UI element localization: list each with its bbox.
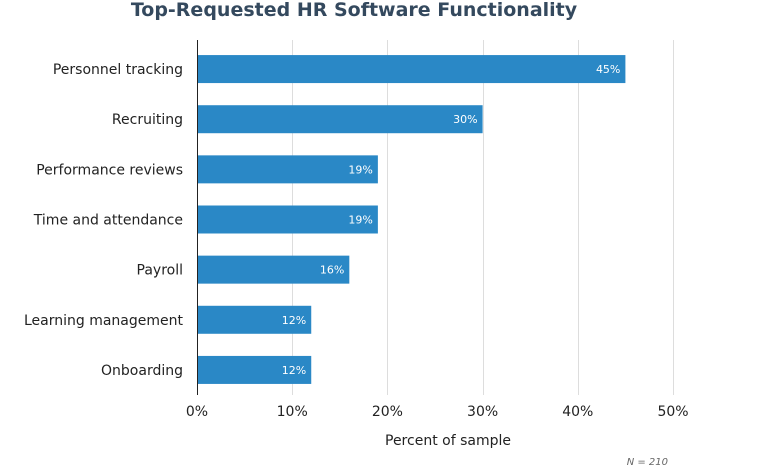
category-label: Time and attendance bbox=[33, 213, 183, 229]
bar bbox=[197, 105, 483, 134]
data-label: 12% bbox=[282, 314, 306, 327]
bar bbox=[197, 255, 350, 284]
x-tick-label: 0% bbox=[186, 404, 208, 420]
category-label: Onboarding bbox=[101, 363, 183, 379]
category-label: Payroll bbox=[137, 263, 183, 279]
bar bbox=[197, 305, 312, 334]
data-label: 45% bbox=[596, 63, 620, 76]
category-label: Personnel tracking bbox=[53, 62, 183, 78]
data-label: 19% bbox=[348, 214, 372, 227]
x-tick-label: 50% bbox=[657, 404, 688, 420]
category-label: Performance reviews bbox=[36, 162, 183, 178]
bar bbox=[197, 155, 378, 184]
x-axis-title: Percent of sample bbox=[385, 433, 511, 449]
x-tick-label: 20% bbox=[372, 404, 403, 420]
x-tick-label: 30% bbox=[467, 404, 498, 420]
bar-layer bbox=[197, 55, 626, 384]
bar bbox=[197, 55, 626, 84]
data-label: 19% bbox=[348, 163, 372, 176]
sample-size-note: N = 210 bbox=[627, 457, 668, 468]
x-tick-label: 40% bbox=[562, 404, 593, 420]
data-label: 12% bbox=[282, 364, 306, 377]
bar bbox=[197, 355, 312, 384]
bar bbox=[197, 205, 378, 234]
category-label: Recruiting bbox=[112, 112, 183, 128]
data-label: 30% bbox=[453, 113, 477, 126]
label-layer: 0% 10% 20% 30% 40% 50% Personnel tracking 45% Re… bbox=[24, 62, 689, 420]
chart-title: Top-Requested HR Software Functionality bbox=[130, 0, 578, 21]
data-label: 16% bbox=[320, 264, 344, 277]
x-tick-label: 10% bbox=[277, 404, 308, 420]
category-label: Learning management bbox=[24, 313, 184, 329]
